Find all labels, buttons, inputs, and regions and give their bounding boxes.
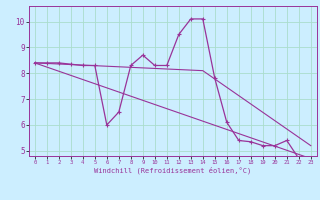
X-axis label: Windchill (Refroidissement éolien,°C): Windchill (Refroidissement éolien,°C) <box>94 167 252 174</box>
